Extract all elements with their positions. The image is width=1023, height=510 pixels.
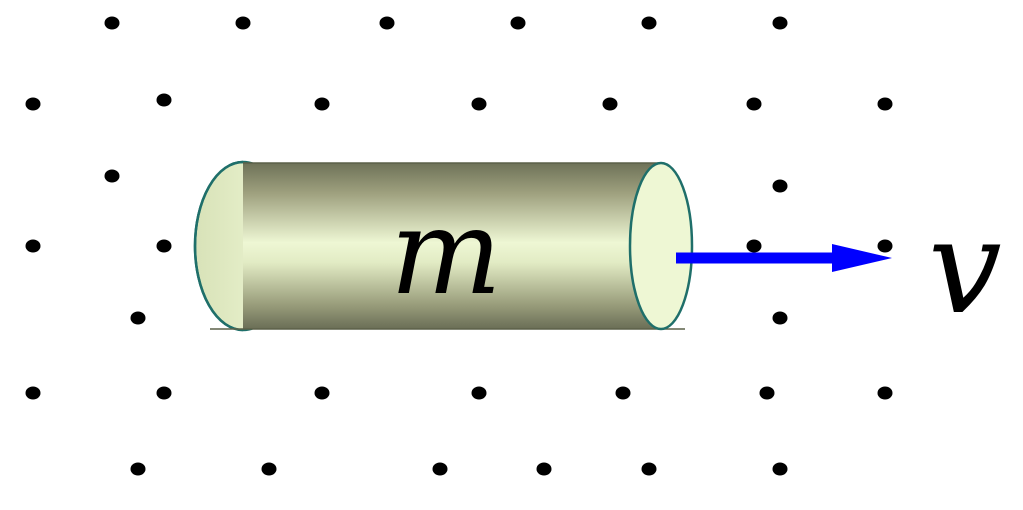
- field-dot: [510, 16, 526, 30]
- cylinder-rod: [193, 160, 694, 332]
- cylinder-left-arc: [193, 160, 244, 332]
- cylinder-right-cap: [628, 161, 694, 331]
- field-dot: [746, 97, 762, 111]
- field-dot: [156, 93, 172, 107]
- field-dot: [536, 462, 552, 476]
- field-dot: [759, 386, 775, 400]
- magnetic-field-dots: [25, 16, 893, 476]
- field-dot: [772, 462, 788, 476]
- field-dot: [314, 386, 330, 400]
- field-dot: [641, 462, 657, 476]
- field-dot: [314, 97, 330, 111]
- field-dot: [772, 311, 788, 325]
- field-dot: [130, 462, 146, 476]
- field-dot: [25, 239, 41, 253]
- field-dot: [772, 179, 788, 193]
- field-dot: [379, 16, 395, 30]
- field-dot: [615, 386, 631, 400]
- field-dot: [261, 462, 277, 476]
- field-dot: [772, 16, 788, 30]
- field-dot: [130, 311, 146, 325]
- field-dot: [25, 386, 41, 400]
- field-dot: [877, 97, 893, 111]
- field-dot: [877, 386, 893, 400]
- mass-label: m: [390, 183, 502, 321]
- field-dot: [602, 97, 618, 111]
- field-dot: [25, 97, 41, 111]
- velocity-arrow-head: [832, 244, 892, 272]
- field-dot: [746, 239, 762, 253]
- field-dot: [641, 16, 657, 30]
- velocity-label: v: [928, 191, 1001, 343]
- field-dot: [432, 462, 448, 476]
- field-dot: [235, 16, 251, 30]
- velocity-arrow: [676, 244, 892, 272]
- cylinder-body: [243, 163, 661, 329]
- field-dot: [156, 239, 172, 253]
- field-dot: [104, 16, 120, 30]
- field-dot: [104, 169, 120, 183]
- field-dot: [156, 386, 172, 400]
- field-dot: [471, 97, 487, 111]
- field-dot: [471, 386, 487, 400]
- field-dot: [877, 239, 893, 253]
